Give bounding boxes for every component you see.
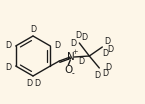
Text: D: D	[102, 69, 108, 79]
Text: D: D	[102, 48, 108, 58]
Text: D: D	[34, 79, 40, 87]
Text: D: D	[30, 25, 36, 33]
Text: D: D	[107, 45, 113, 53]
Text: N: N	[67, 52, 75, 62]
Text: D: D	[81, 33, 87, 43]
Text: D: D	[94, 71, 100, 79]
Text: D: D	[6, 40, 12, 50]
Text: D: D	[75, 32, 81, 40]
Text: D: D	[26, 79, 32, 87]
Text: D: D	[78, 56, 84, 66]
Text: D: D	[70, 38, 76, 48]
Text: +: +	[73, 50, 78, 56]
Text: D: D	[54, 40, 60, 50]
Text: -: -	[71, 69, 74, 78]
Text: O: O	[64, 65, 72, 75]
Text: D: D	[6, 63, 12, 72]
Text: D: D	[104, 38, 110, 46]
Text: D: D	[105, 63, 111, 72]
